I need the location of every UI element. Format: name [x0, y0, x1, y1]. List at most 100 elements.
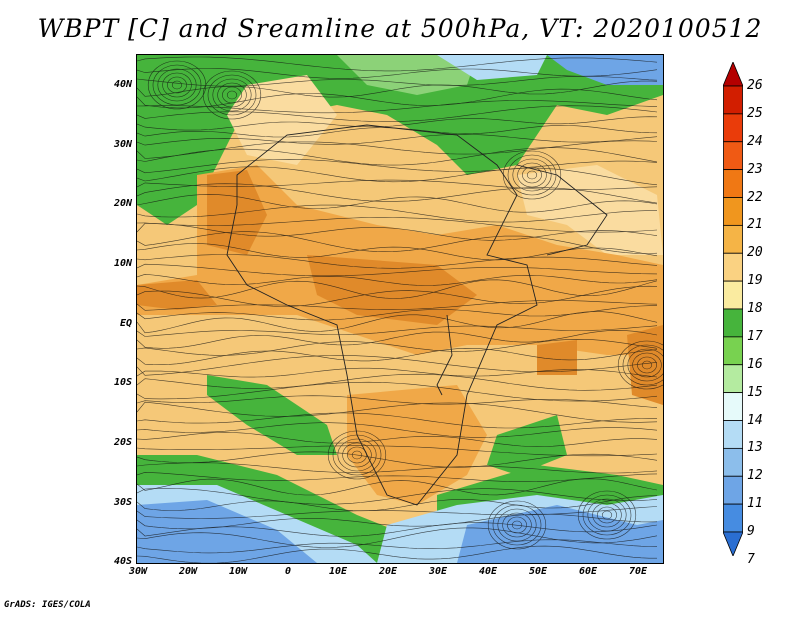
- streamline: [137, 311, 658, 334]
- streamline: [137, 68, 658, 79]
- colorbar-label: 23: [747, 161, 763, 177]
- map-plot-area: [136, 54, 664, 564]
- streamline-vortex: [522, 166, 542, 184]
- colorbar-label: 17: [747, 328, 763, 344]
- colorbar-box: [723, 503, 743, 533]
- streamline-vortex: [622, 344, 663, 386]
- streamline: [137, 80, 658, 98]
- colorbar-label: 21: [747, 217, 763, 233]
- africa-outline: [226, 124, 538, 506]
- colorbar-label: 7: [747, 551, 755, 567]
- lat-label-20s: 20S: [113, 437, 132, 448]
- lon-label-10e: 10E: [328, 566, 348, 577]
- streamline: [137, 254, 658, 269]
- streamline: [137, 478, 658, 496]
- colorbar-label: 12: [747, 468, 763, 484]
- colorbar-label: 24: [747, 133, 763, 149]
- lon-label-20e: 20E: [378, 566, 398, 577]
- lon-label-40e: 40E: [478, 566, 498, 577]
- colorbar-label: 9: [747, 524, 755, 539]
- streamline: [137, 471, 658, 482]
- colorbar-box: [723, 280, 743, 310]
- colorbar-box: [723, 197, 743, 226]
- colorbar-box: [723, 364, 743, 394]
- streamline-vortex: [222, 86, 242, 104]
- streamline: [137, 133, 658, 146]
- lat-label-10s: 10S: [113, 377, 132, 388]
- streamline-vortex: [637, 356, 657, 374]
- streamline: [137, 527, 658, 548]
- streamline-vortex: [512, 158, 552, 192]
- streamline: [137, 56, 658, 72]
- streamline: [137, 522, 658, 537]
- streamline: [137, 488, 658, 505]
- streamline-vortex: [492, 504, 542, 546]
- coastlines: [226, 124, 608, 506]
- streamline-vortex: [351, 450, 363, 460]
- light-tan-arabia: [517, 165, 663, 255]
- colorbar-label: 14: [747, 412, 763, 428]
- streamline: [137, 147, 658, 166]
- lon-label-30w: 30W: [128, 566, 148, 577]
- streamline: [137, 273, 658, 286]
- streamline: [137, 300, 658, 311]
- dark-orange-indian-1: [537, 340, 577, 375]
- streamline-vortex: [517, 162, 547, 188]
- lat-label-10n: 10N: [113, 258, 132, 269]
- colorbar-box: [723, 169, 743, 198]
- streamline-vortex: [167, 76, 187, 94]
- colorbar-bottom-triangle: [723, 531, 743, 556]
- streamline: [137, 355, 658, 376]
- streamline-vortex: [327, 430, 387, 480]
- streamline-vortex: [342, 442, 372, 468]
- blue-northeast: [547, 55, 663, 85]
- streamline-vortex: [577, 490, 637, 540]
- streamline: [137, 401, 658, 423]
- streamline: [137, 231, 658, 254]
- streamline: [137, 330, 658, 349]
- streamline: [137, 158, 658, 174]
- streamline: [137, 539, 658, 554]
- streamline-vortex: [497, 508, 537, 542]
- streamline: [137, 140, 658, 159]
- streamline: [137, 545, 657, 563]
- colorbar-box: [723, 392, 743, 421]
- streamline: [137, 412, 657, 429]
- colorbar: [723, 62, 743, 556]
- colorbar-label: 19: [747, 273, 763, 289]
- streamline-vortex: [507, 516, 527, 534]
- colorbar-box: [723, 308, 743, 338]
- streamline: [137, 116, 658, 131]
- colorbar-box: [723, 475, 743, 505]
- streamline-vortex: [152, 64, 202, 106]
- streamline: [137, 223, 658, 241]
- lon-label-0: 0: [284, 566, 292, 577]
- streamline: [137, 279, 658, 299]
- streamlines: [137, 56, 663, 563]
- streamline-vortex: [641, 360, 653, 370]
- dark-orange-centralafrica: [307, 255, 477, 325]
- streamline: [137, 179, 658, 190]
- chart-title: WBPT [C] and Sreamline at 500hPa, VT: 20…: [37, 14, 763, 43]
- streamline-vortex: [627, 348, 663, 382]
- streamline-vortex: [226, 90, 238, 100]
- colorbar-label: 13: [747, 440, 763, 456]
- streamline: [137, 451, 658, 468]
- streamline-vortex: [617, 340, 663, 390]
- lat-label-40n: 40N: [113, 79, 132, 90]
- streamline-vortex: [162, 72, 192, 98]
- green-south-atlantic-band: [207, 375, 337, 455]
- streamline: [137, 422, 658, 438]
- streamline: [137, 347, 658, 366]
- colorbar-label: 20: [747, 245, 763, 261]
- arabia-outline: [516, 164, 608, 256]
- colorbar-box: [723, 447, 743, 477]
- streamline: [137, 88, 658, 109]
- lon-label-10w: 10W: [228, 566, 248, 577]
- streamline: [137, 445, 658, 457]
- streamline: [137, 506, 658, 519]
- colorbar-box: [723, 224, 743, 254]
- streamline: [137, 105, 658, 122]
- streamline-vortex: [487, 500, 547, 550]
- grads-credit: GrADS: IGES/COLA: [4, 600, 91, 610]
